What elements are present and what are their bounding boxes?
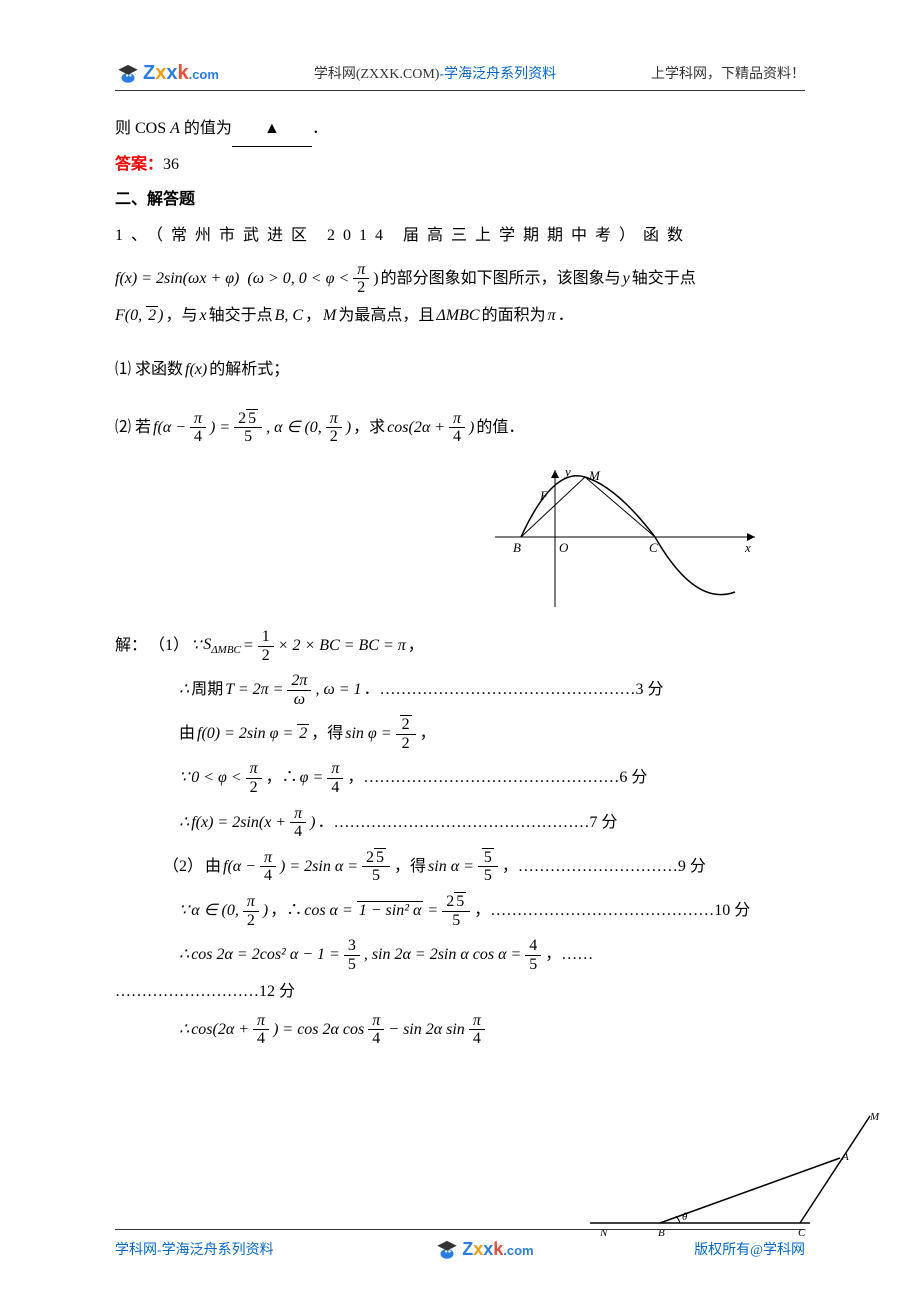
answer-line: 答案：36 xyxy=(115,147,805,182)
logo-text: Zxxk.com xyxy=(143,62,219,85)
problem-number-line: 1、（常州市武进区 2014 届高三上学期期中考）函数 xyxy=(115,218,805,253)
solution-part2-step4: ∴ cos(2α + π4 ) = cos 2α cos π4 − sin 2α… xyxy=(179,1012,805,1048)
header-right-text: 上学科网，下精品资料！ xyxy=(651,63,805,83)
graduation-cap-icon xyxy=(434,1236,460,1262)
sine-curve-svg: y M F B O C x xyxy=(485,462,765,612)
footer-logo: Zxxk.com xyxy=(434,1236,533,1262)
section-heading: 二、解答题 xyxy=(115,182,805,217)
site-logo: Zxxk.com xyxy=(115,60,219,86)
svg-text:x: x xyxy=(744,540,751,555)
graduation-cap-icon xyxy=(115,60,141,86)
svg-text:θ: θ xyxy=(682,1211,688,1223)
solution-step-3: 由 f(0) = 2sin φ = 2 ，得 sin φ = 22 ， xyxy=(179,716,805,752)
document-page: Zxxk.com 学科网(ZXXK.COM)-学海泛舟系列资料 上学科网，下精品… xyxy=(0,0,920,1136)
svg-text:C: C xyxy=(649,540,658,555)
sine-graph: y M F B O C x xyxy=(115,462,765,612)
svg-text:O: O xyxy=(559,540,569,555)
svg-text:F: F xyxy=(539,488,549,503)
footer-copyright: 版权所有@学科网 xyxy=(694,1239,805,1259)
svg-text:y: y xyxy=(563,464,571,479)
answer-label: 答案： xyxy=(115,156,163,173)
svg-text:A: A xyxy=(841,1151,849,1163)
function-definition: f(x) = 2sin(ωx + φ) (ω > 0, 0 < φ < π2 )… xyxy=(115,261,805,297)
svg-text:B: B xyxy=(513,540,521,555)
sub-question-1: ⑴ 求函数 f(x) 的解析式； xyxy=(115,359,805,381)
point-F-line: F(0, 2)，与 x 轴交于点 B, C， M 为最高点，且 ΔMBC 的面积… xyxy=(115,305,805,327)
answer-blank: ▲ xyxy=(232,111,312,147)
header-center-text: 学科网(ZXXK.COM)-学海泛舟系列资料 xyxy=(314,63,556,83)
page-footer: 学科网-学海泛舟系列资料 Zxxk.com 版权所有@学科网 xyxy=(115,1229,805,1262)
sub-question-2: ⑵ 若 f(α − π4 ) = 255 , α ∈ (0, π2 ) ，求 c… xyxy=(115,410,805,446)
svg-text:M: M xyxy=(869,1111,880,1123)
solution-step-5: ∴ f(x) = 2sin(x + π4 ) ．…………………………………………… xyxy=(179,805,805,841)
solution-part2-dots: ………………………12 分 xyxy=(115,981,805,1003)
solution-step-2: ∴ 周期 T = 2π = 2πω , ω = 1 ．…………………………………… xyxy=(179,672,805,708)
answer-value: 36 xyxy=(163,156,179,173)
prev-question-tail: 则 COS A 的值为▲． xyxy=(115,111,805,147)
solution-part2-step2: ∵ α ∈ (0, π2 ) ，∴ cos α = 1 − sin² α = 2… xyxy=(179,893,805,929)
solution-step-4: ∵ 0 < φ < π2 ，∴ φ = π4 ，…………………………………………… xyxy=(179,760,805,796)
footer-left: 学科网-学海泛舟系列资料 xyxy=(115,1239,274,1259)
solution-step-1: 解： （1） ∵ SΔMBC = 12 × 2 × BC = BC = π ， xyxy=(115,628,805,664)
svg-text:M: M xyxy=(588,468,601,483)
page-header: Zxxk.com 学科网(ZXXK.COM)-学海泛舟系列资料 上学科网，下精品… xyxy=(115,60,805,91)
solution-part2-step1: （2） 由 f(α − π4 ) = 2sin α = 255 ，得 sin α… xyxy=(163,849,805,885)
solution-part2-step3: ∴ cos 2α = 2cos² α − 1 = 35 , sin 2α = 2… xyxy=(179,937,805,973)
corner-triangle-diagram: N B C A M θ xyxy=(580,1108,880,1238)
